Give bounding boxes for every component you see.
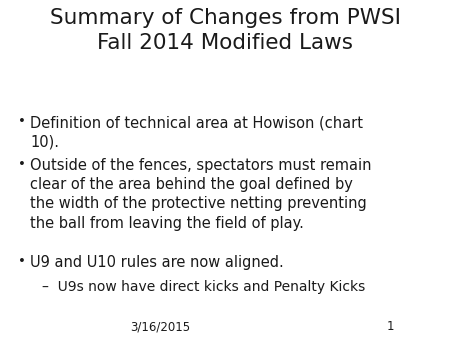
Text: –  U9s now have direct kicks and Penalty Kicks: – U9s now have direct kicks and Penalty … — [42, 280, 365, 294]
Text: •: • — [18, 255, 26, 268]
Text: 3/16/2015: 3/16/2015 — [130, 320, 190, 333]
Text: U9 and U10 rules are now aligned.: U9 and U10 rules are now aligned. — [30, 255, 284, 270]
Text: 1: 1 — [386, 320, 394, 333]
Text: Outside of the fences, spectators must remain
clear of the area behind the goal : Outside of the fences, spectators must r… — [30, 158, 372, 231]
Text: •: • — [18, 158, 26, 171]
Text: Definition of technical area at Howison (chart
10).: Definition of technical area at Howison … — [30, 115, 363, 149]
Text: •: • — [18, 115, 26, 128]
Text: Summary of Changes from PWSI
Fall 2014 Modified Laws: Summary of Changes from PWSI Fall 2014 M… — [50, 8, 400, 53]
